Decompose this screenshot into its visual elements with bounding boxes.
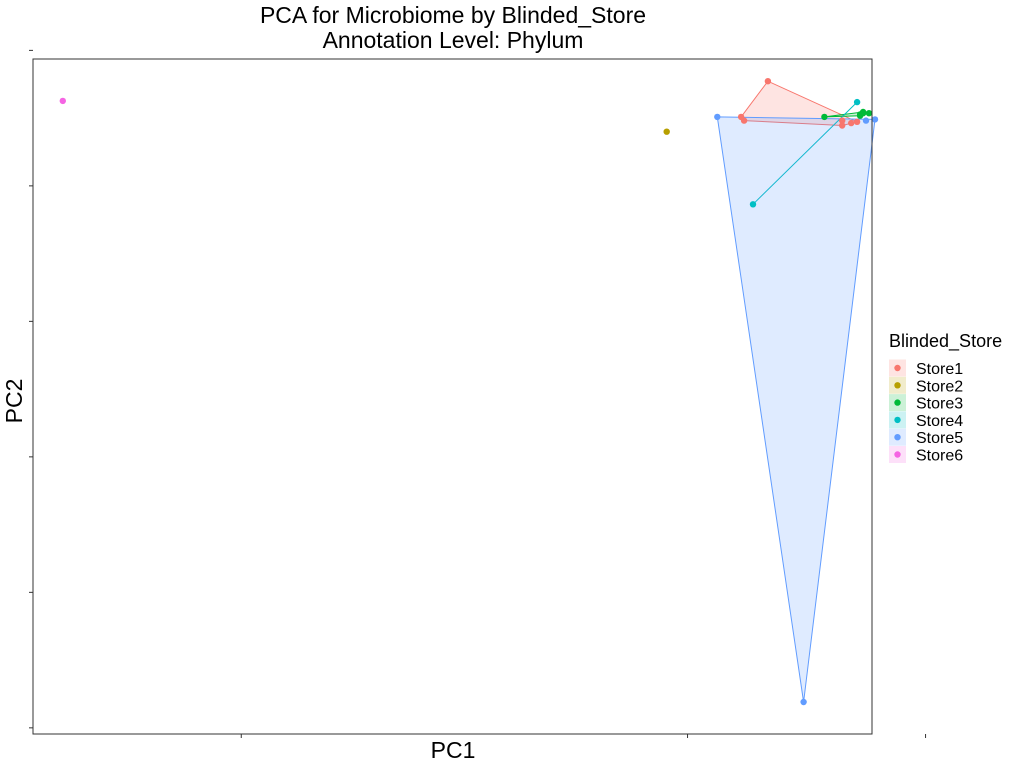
point-store3 xyxy=(865,110,873,117)
x-axis-ticks xyxy=(240,734,927,738)
point-store5 xyxy=(714,113,721,121)
legend-label-store6: Store6 xyxy=(916,448,963,465)
point-store1 xyxy=(853,118,861,126)
legend-dot-store1 xyxy=(894,364,901,372)
legend-label-store5: Store5 xyxy=(916,430,963,447)
point-store1 xyxy=(848,119,855,127)
legend-dot-store3 xyxy=(894,399,901,406)
y-axis-label: PC2 xyxy=(1,379,27,424)
point-store6 xyxy=(59,97,66,105)
chart-title: PCA for Microbiome by Blinded_Store xyxy=(260,2,646,28)
point-store5 xyxy=(800,698,807,706)
point-store1 xyxy=(764,78,772,85)
legend: Blinded_Store Store1Store2Store3Store4St… xyxy=(889,331,1002,465)
hull-layer xyxy=(716,80,876,703)
point-store3 xyxy=(821,113,828,121)
x-axis-label: PC1 xyxy=(431,737,476,763)
legend-label-store1: Store1 xyxy=(916,361,963,378)
chart-subtitle: Annotation Level: Phylum xyxy=(323,27,584,53)
point-store3 xyxy=(856,112,864,119)
point-store2 xyxy=(663,128,670,135)
point-store4 xyxy=(749,201,757,208)
legend-dot-store2 xyxy=(894,382,901,389)
point-store1 xyxy=(839,117,846,124)
legend-label-store2: Store2 xyxy=(916,378,963,395)
point-store5 xyxy=(871,116,879,123)
point-store1 xyxy=(839,122,846,129)
hull-store5 xyxy=(716,116,876,703)
legend-label-store3: Store3 xyxy=(916,396,963,413)
point-store5 xyxy=(862,117,870,124)
plot-panel xyxy=(32,58,873,735)
y-axis-ticks xyxy=(29,49,33,729)
point-store4 xyxy=(853,98,861,106)
legend-label-store4: Store4 xyxy=(916,413,963,430)
points-layer xyxy=(59,78,879,706)
legend-dot-store5 xyxy=(894,434,901,441)
legend-title: Blinded_Store xyxy=(889,331,1002,352)
legend-dot-store4 xyxy=(894,416,901,424)
point-store1 xyxy=(737,113,745,121)
legend-dot-store6 xyxy=(894,451,901,458)
